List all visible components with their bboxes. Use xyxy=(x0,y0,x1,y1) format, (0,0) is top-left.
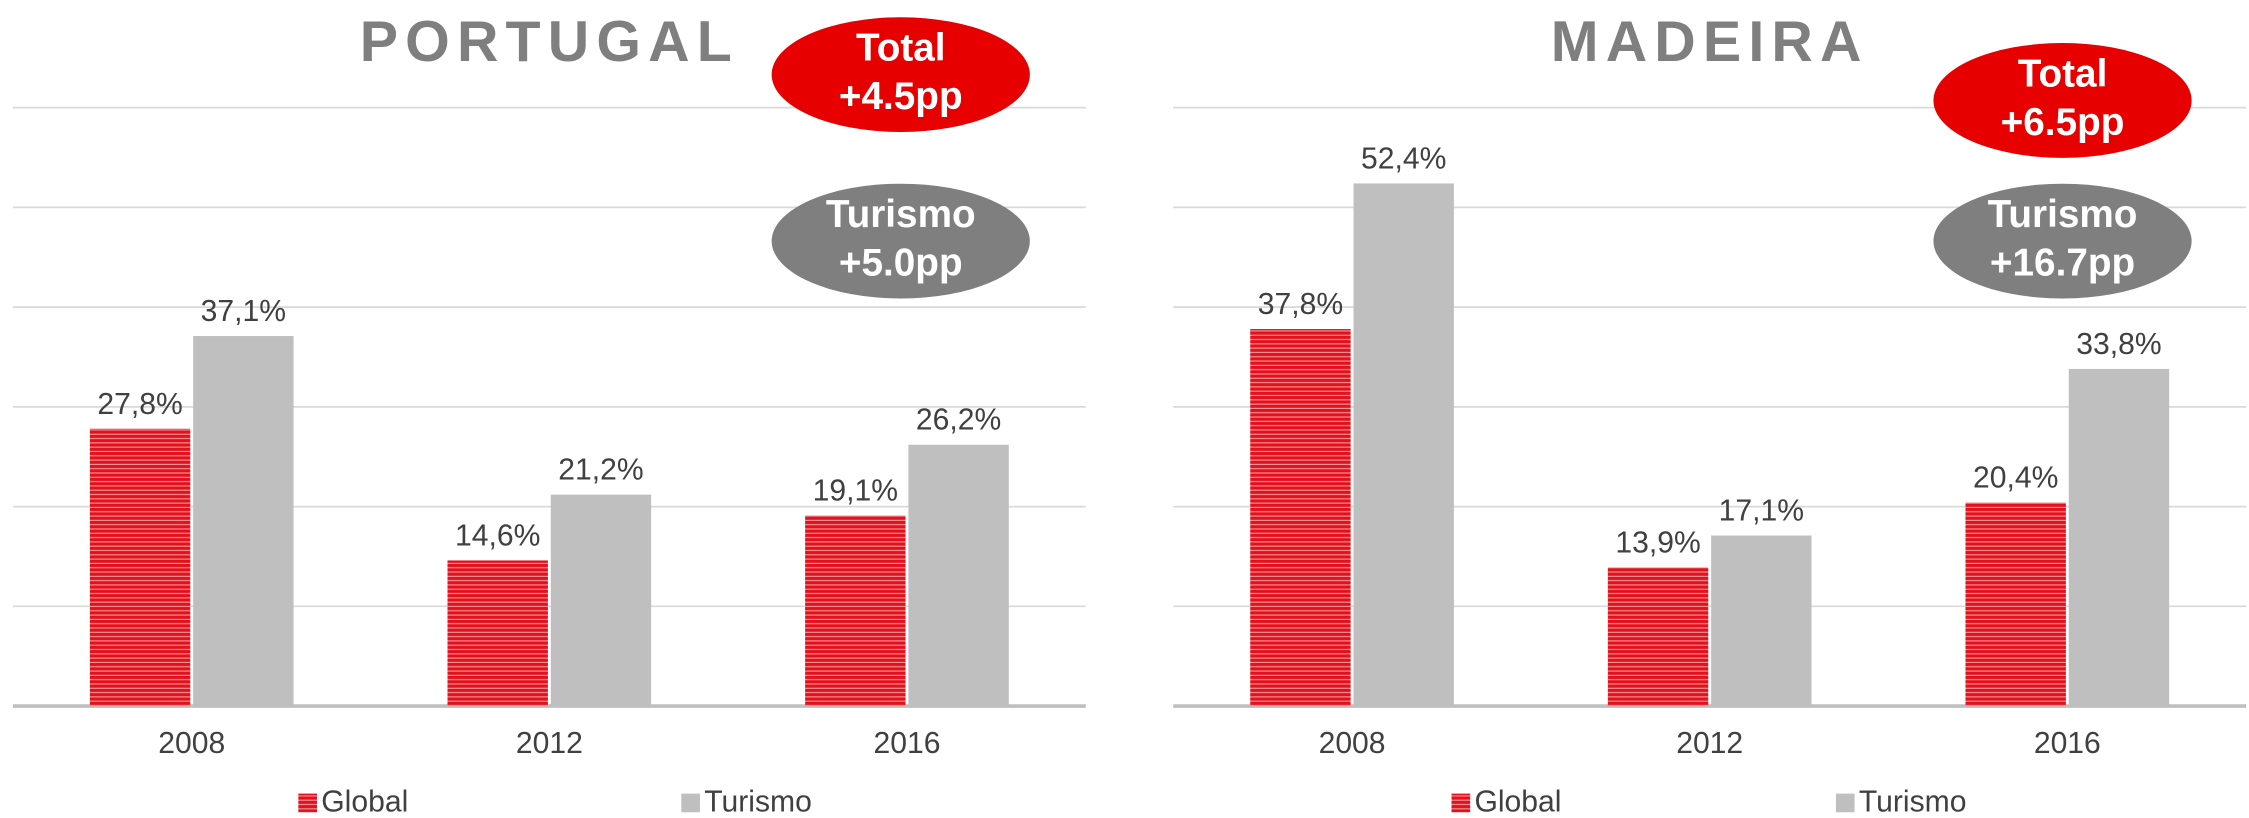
bar xyxy=(193,336,294,707)
annotation-bubble xyxy=(1933,183,2192,299)
annotation-text: Total xyxy=(2018,52,2108,95)
legend-swatch xyxy=(681,793,700,813)
data-label: 19,1% xyxy=(813,475,898,508)
data-label: 37,8% xyxy=(1258,288,1343,321)
chart-title: MADEIRA xyxy=(1551,10,1869,74)
data-label: 52,4% xyxy=(1361,142,1446,175)
annotation-text: Turismo xyxy=(1988,193,2138,236)
data-label: 26,2% xyxy=(916,404,1001,437)
annotation-bubble xyxy=(771,17,1030,133)
legend-label: Global xyxy=(1474,786,1561,818)
x-tick-label: 2012 xyxy=(1676,727,1743,760)
data-label: 21,2% xyxy=(558,454,643,487)
data-label: 17,1% xyxy=(1719,494,1804,527)
annotation-text: +4.5pp xyxy=(839,75,963,118)
data-label: 14,6% xyxy=(455,519,540,552)
legend-swatch xyxy=(1451,793,1471,813)
bar xyxy=(1711,535,1812,707)
bar xyxy=(1353,183,1454,707)
annotation-text: Turismo xyxy=(826,193,976,236)
data-label: 27,8% xyxy=(97,388,182,421)
bar xyxy=(89,428,191,707)
annotation-bubble xyxy=(771,183,1030,299)
bar xyxy=(1965,502,2066,707)
bar xyxy=(908,444,1009,707)
bar xyxy=(1607,567,1709,707)
annotation-text: +16.7pp xyxy=(1990,242,2135,285)
annotation-bubble xyxy=(1933,43,2192,158)
bar xyxy=(1250,329,1351,707)
annotation-text: Total xyxy=(856,26,946,69)
annotation-text: +6.5pp xyxy=(2001,101,2125,144)
data-label: 20,4% xyxy=(1973,462,2058,495)
legend-swatch xyxy=(298,793,317,813)
legend-label: Global xyxy=(321,786,408,818)
x-tick-label: 2008 xyxy=(158,727,225,760)
legend-label: Turismo xyxy=(704,786,812,818)
legend-swatch xyxy=(1835,793,1855,813)
x-tick-label: 2016 xyxy=(873,727,940,760)
bar xyxy=(447,560,548,707)
data-label: 13,9% xyxy=(1615,526,1700,559)
x-tick-label: 2008 xyxy=(1319,727,1386,760)
bar xyxy=(2068,368,2170,707)
chart-title: PORTUGAL xyxy=(360,10,739,74)
x-tick-label: 2012 xyxy=(516,727,583,760)
data-label: 33,8% xyxy=(2076,328,2161,361)
data-label: 37,1% xyxy=(201,295,286,328)
annotation-text: +5.0pp xyxy=(839,242,963,285)
bar xyxy=(550,494,652,707)
bar xyxy=(805,515,906,707)
legend-label: Turismo xyxy=(1859,786,1967,818)
x-tick-label: 2016 xyxy=(2034,727,2101,760)
